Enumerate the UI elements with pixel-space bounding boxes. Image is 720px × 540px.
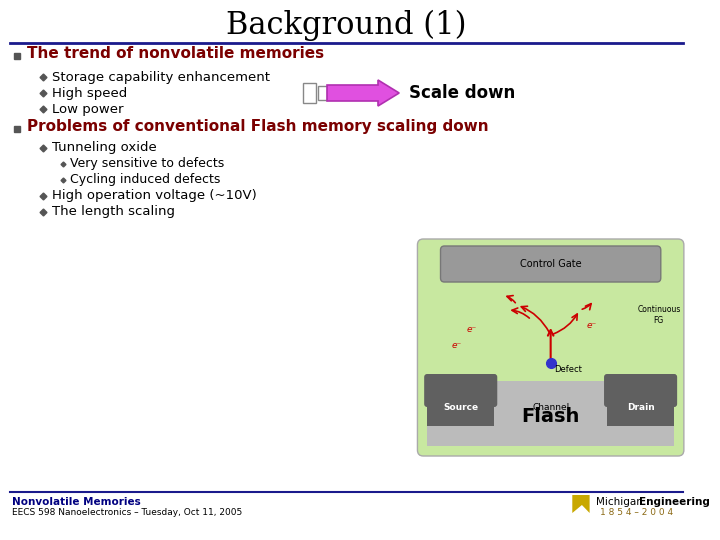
Text: e⁻: e⁻ [451,341,462,349]
Polygon shape [572,495,590,513]
Text: Flash: Flash [521,407,580,426]
Text: Tunneling oxide: Tunneling oxide [52,141,157,154]
Text: Source: Source [443,403,478,413]
FancyBboxPatch shape [418,239,684,456]
Bar [318,86,327,100]
FancyBboxPatch shape [424,374,498,407]
Text: Nonvolatile Memories: Nonvolatile Memories [12,497,140,507]
Text: Low power: Low power [52,103,123,116]
Bar [303,83,317,103]
Bar [427,381,674,446]
Text: e⁻: e⁻ [466,326,477,334]
FancyBboxPatch shape [441,246,661,282]
Text: Continuous
FG: Continuous FG [637,305,680,325]
Text: Cycling induced defects: Cycling induced defects [71,173,220,186]
Text: EECS 598 Nanoelectronics – Tuesday, Oct 11, 2005: EECS 598 Nanoelectronics – Tuesday, Oct … [12,508,242,517]
Text: Background (1): Background (1) [226,10,467,41]
Text: Channel: Channel [532,403,570,413]
Text: Storage capability enhancement: Storage capability enhancement [52,71,270,84]
Text: e⁻: e⁻ [586,321,597,329]
Text: Control Gate: Control Gate [520,259,582,269]
Text: Engineering: Engineering [639,497,709,507]
Text: Drain: Drain [626,403,654,413]
Bar [607,381,674,426]
Text: High speed: High speed [52,86,127,99]
Text: Scale down: Scale down [409,84,515,102]
FancyBboxPatch shape [604,374,677,407]
Text: Michigan: Michigan [596,497,643,507]
Bar [427,381,495,426]
FancyArrow shape [327,80,399,106]
Text: Very sensitive to defects: Very sensitive to defects [71,158,225,171]
Text: Defect: Defect [554,365,582,374]
Text: 1 8 5 4 – 2 0 0 4: 1 8 5 4 – 2 0 0 4 [600,508,673,517]
Text: The trend of nonvolatile memories: The trend of nonvolatile memories [27,46,324,62]
Text: Problems of conventional Flash memory scaling down: Problems of conventional Flash memory sc… [27,119,489,134]
Text: High operation voltage (~10V): High operation voltage (~10V) [52,190,257,202]
Text: The length scaling: The length scaling [52,206,175,219]
